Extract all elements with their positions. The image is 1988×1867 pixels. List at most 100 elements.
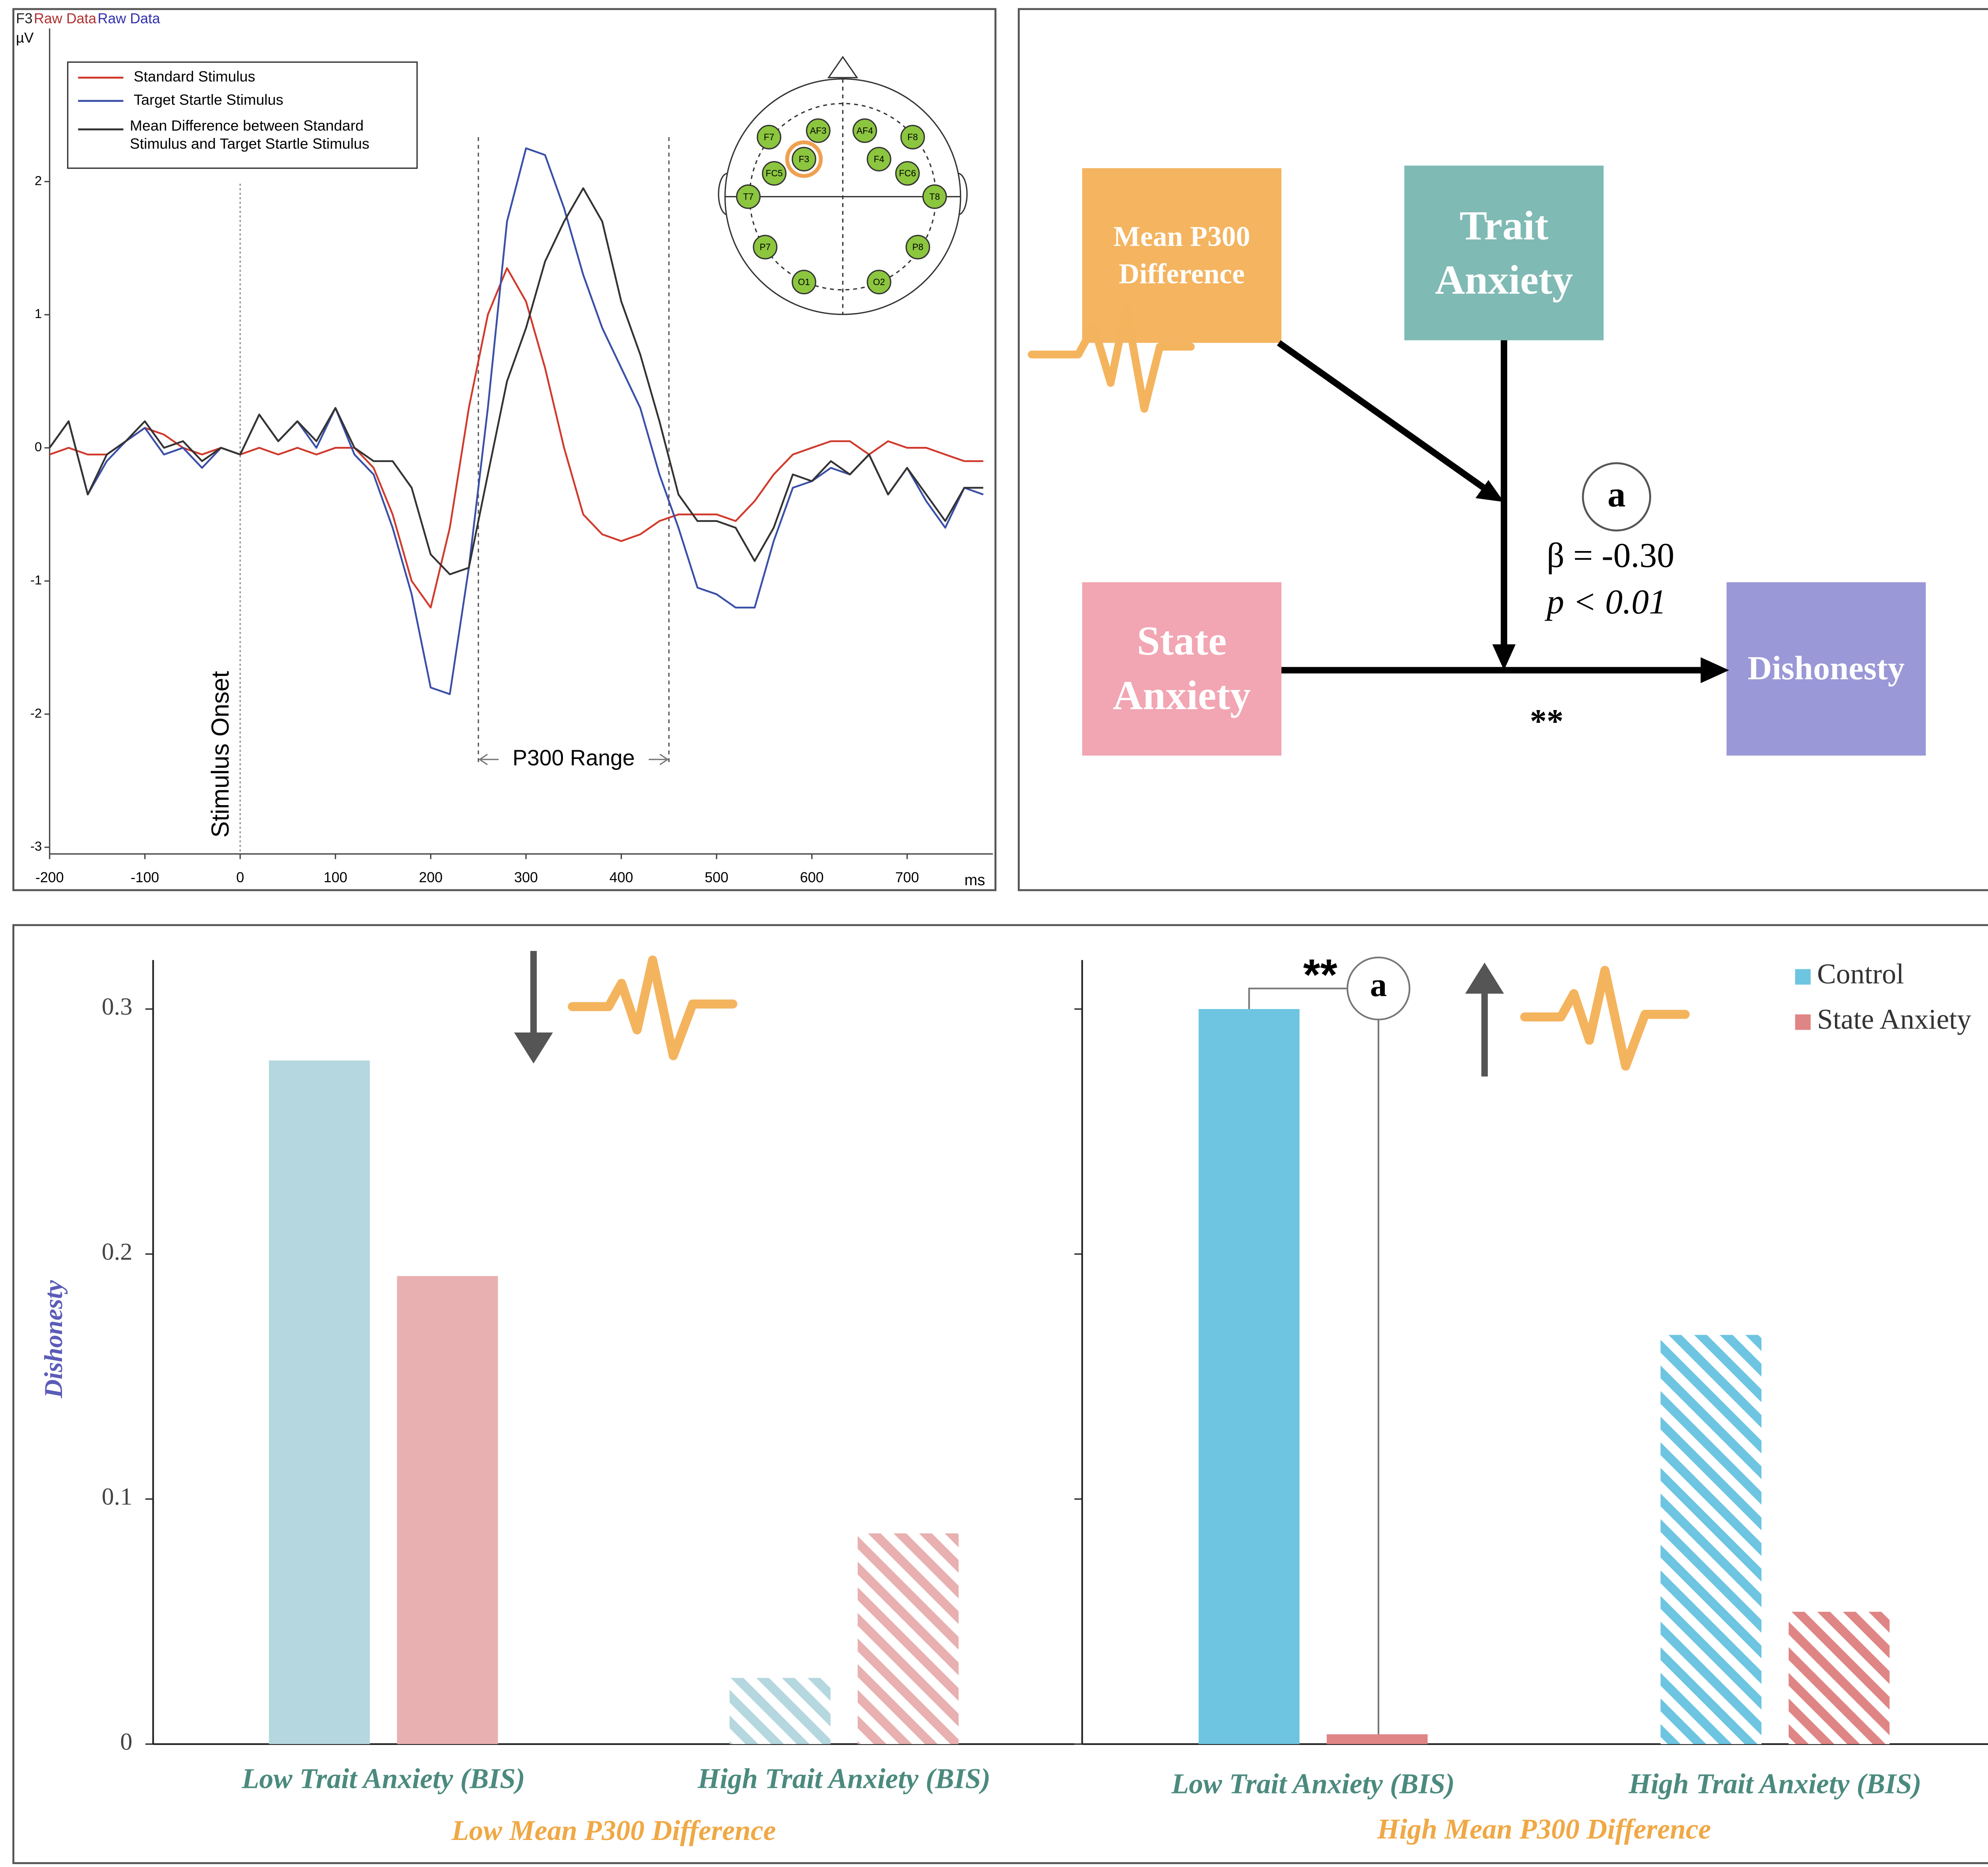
significance-stars: ** (1530, 703, 1564, 740)
legend-label: Standard Stimulus (134, 68, 255, 85)
bar (1326, 1734, 1428, 1744)
electrode-label: F3 (799, 154, 810, 164)
y-tick-label: -2 (30, 706, 42, 720)
electrode-label: F4 (874, 154, 885, 164)
label-circle (1582, 462, 1651, 532)
label-circle (1346, 957, 1411, 1021)
y-tick-label: 2 (35, 173, 42, 188)
x-tick-label: 300 (514, 869, 538, 885)
x-axis-label: High Mean P300 Difference (1377, 1814, 1711, 1845)
significance-bracket (1248, 988, 1347, 1009)
electrode (753, 235, 778, 260)
node-label-box: Dishonesty (1747, 649, 1905, 687)
y-axis-label: µV (16, 30, 34, 46)
bar (729, 1678, 831, 1744)
electrode (792, 270, 816, 295)
node-label: State Anxiety (1112, 617, 1251, 718)
moderation-label: a (1607, 474, 1626, 514)
p300-label-bg (499, 748, 649, 771)
electrode-label: P7 (759, 242, 771, 252)
legend-label: Control (1817, 958, 1904, 990)
p300-arrowheads (478, 753, 669, 765)
electrode-label: F7 (764, 132, 775, 142)
wave-icon (568, 955, 738, 1060)
y-tick-label: -3 (30, 839, 42, 854)
legend-label: Target Startle Stimulus (134, 91, 283, 108)
wave-icon (1520, 966, 1690, 1071)
electrode-highlight (785, 140, 823, 178)
bar (1788, 1612, 1890, 1744)
y-tick-label: 0 (120, 1728, 132, 1755)
y-tick-label: 0 (35, 440, 42, 454)
electrode (736, 184, 761, 209)
electrode-label: T7 (743, 191, 754, 202)
electrode-label: O2 (873, 277, 885, 287)
down-arrow (514, 951, 553, 1064)
node-label: Trait Anxiety (1435, 202, 1573, 302)
arrowhead (1701, 657, 1729, 683)
x-tick-label: Low Trait Anxiety (BIS) (241, 1763, 525, 1795)
nose (827, 56, 858, 78)
y-axis-label: Dishonesty (39, 1280, 68, 1399)
legend-label: Mean Difference between Standard Stimulu… (130, 119, 370, 153)
wave-icon (1028, 304, 1195, 413)
x-tick-label: Low Trait Anxiety (BIS) (1171, 1768, 1454, 1800)
node-label-box: Mean P300 Difference (1113, 220, 1250, 289)
bar (397, 1276, 498, 1744)
up-arrow (1465, 963, 1504, 1077)
bar-chart: 0 0.1 0.2 0.3 Dishonesty Low Trait Anxiety (B… (39, 960, 1075, 1846)
x-tick-label: 600 (800, 869, 824, 885)
electrode (866, 147, 891, 172)
y-tick-label: 0.1 (102, 1483, 132, 1510)
electrode (852, 118, 877, 143)
electrode-label: F8 (907, 132, 918, 142)
x-axis-label: Low Mean P300 Difference (451, 1815, 776, 1846)
electrode (895, 161, 920, 186)
bar (1198, 1009, 1300, 1744)
node-box (1726, 582, 1926, 756)
diagram: Mean P300 Difference Trait Anxiety State A… (1082, 165, 1926, 756)
x-tick-label: High Trait Anxiety (BIS) (697, 1763, 990, 1795)
x-tick-label: 500 (705, 869, 728, 885)
moderation-label: a (1370, 967, 1387, 1004)
electrode (900, 125, 925, 149)
electrode (806, 118, 831, 143)
electrode-label: T8 (929, 191, 940, 202)
electrode-label: AF4 (856, 125, 873, 136)
electrode (792, 147, 816, 172)
node-box (1404, 165, 1604, 340)
electrode-label: FC6 (899, 168, 916, 179)
electrode-label: P8 (912, 242, 923, 252)
node-label-box: Trait Anxiety (1435, 202, 1573, 302)
header-text: Raw Data (98, 10, 160, 26)
electrode (762, 161, 787, 186)
x-tick-label: 0 (236, 869, 244, 885)
electrode-label: FC5 (766, 168, 783, 179)
legend-swatch (1795, 969, 1811, 985)
arrowhead (1475, 480, 1504, 502)
x-axis-label: ms (965, 872, 985, 889)
x-tick-label: -200 (35, 869, 64, 885)
bar (858, 1533, 959, 1744)
erp-line (49, 267, 984, 609)
arrowhead (1492, 644, 1516, 670)
electrode-label: AF3 (810, 125, 827, 136)
x-tick-label: 100 (324, 869, 348, 885)
y-tick-label: 1 (35, 307, 42, 321)
x-tick-label: 700 (895, 869, 919, 885)
bar-chart: Low Trait Anxiety (BIS) High Trait Anxiet… (1074, 951, 1988, 1845)
node-box (1082, 168, 1281, 343)
diagram-frame (1017, 8, 1988, 891)
bar (1660, 1335, 1762, 1744)
path-arrow (1277, 340, 1493, 496)
header-text: F3 (16, 10, 33, 26)
erp-frame (12, 8, 997, 891)
electrode (866, 270, 891, 295)
significance-stars: ** (1303, 951, 1337, 999)
y-tick-label: 0.2 (102, 1238, 132, 1265)
bars-frame (12, 924, 1988, 1864)
node-label: Dishonesty (1747, 649, 1905, 687)
